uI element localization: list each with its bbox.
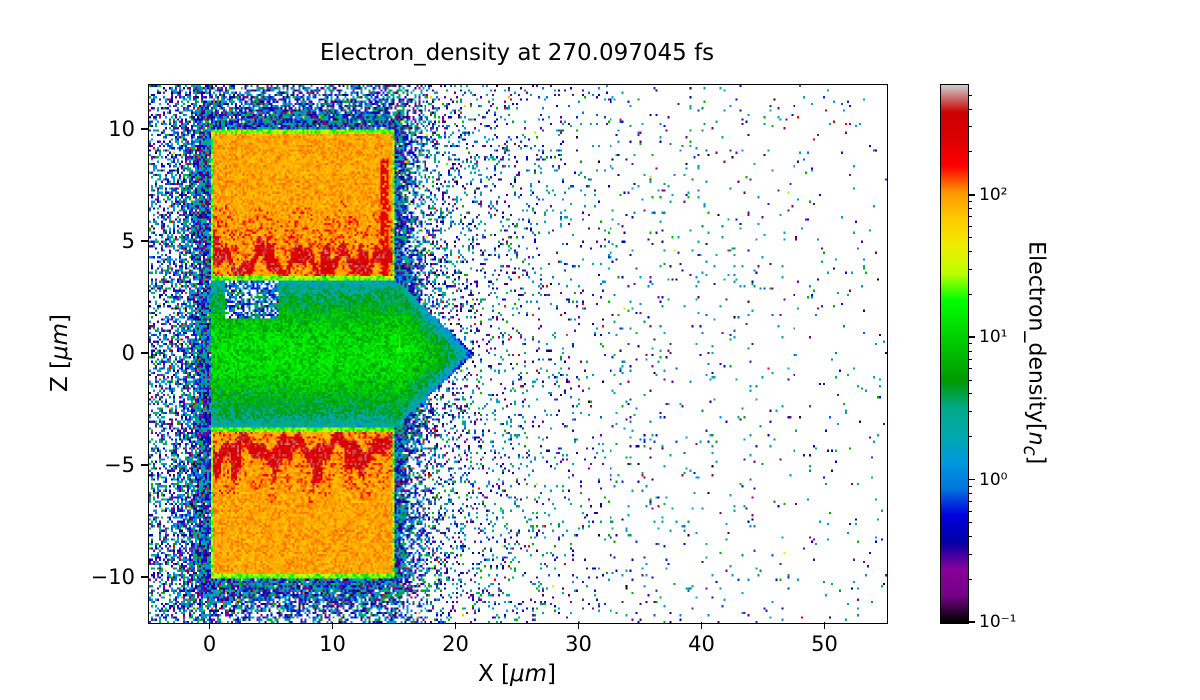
colorbar-tick-label: 10¹ bbox=[979, 327, 1008, 348]
x-axis-label-unit: μm bbox=[510, 661, 548, 687]
colorbar-label-sub: c bbox=[1019, 445, 1041, 456]
y-axis-tick bbox=[141, 240, 148, 242]
colorbar-minor-tick bbox=[968, 436, 972, 438]
colorbar-tick bbox=[968, 478, 975, 481]
colorbar-minor-tick bbox=[968, 553, 972, 555]
colorbar-minor-tick bbox=[968, 237, 972, 239]
x-axis-tick bbox=[700, 622, 703, 629]
x-tick-label: 30 bbox=[565, 632, 592, 656]
colorbar-minor-tick bbox=[968, 108, 972, 110]
colorbar-tick bbox=[968, 336, 975, 338]
x-tick-label: 0 bbox=[202, 632, 217, 656]
x-axis-tick bbox=[577, 622, 580, 629]
colorbar-tick bbox=[968, 621, 975, 623]
plot-title: Electron_density at 270.097045 fs bbox=[319, 40, 715, 66]
x-axis-tick bbox=[454, 622, 457, 629]
colorbar-minor-tick bbox=[968, 501, 972, 503]
heatmap-canvas bbox=[149, 85, 887, 623]
x-axis-tick bbox=[208, 622, 211, 629]
colorbar-label-unit: n bbox=[1023, 431, 1049, 446]
y-axis-label-unit: μm bbox=[47, 322, 74, 360]
x-tick-label: 10 bbox=[319, 632, 346, 656]
x-tick-label: 20 bbox=[442, 632, 469, 656]
colorbar-minor-tick bbox=[968, 368, 972, 370]
colorbar-label-text: Electron_density[nc] bbox=[1019, 241, 1048, 464]
x-axis-tick bbox=[823, 622, 826, 629]
colorbar-label-pre: Electron_density[ bbox=[1023, 241, 1049, 432]
colorbar-label: Electron_density[nc] bbox=[1008, 84, 1060, 622]
colorbar-gradient-canvas bbox=[941, 85, 968, 623]
colorbar-minor-tick bbox=[968, 126, 972, 128]
y-axis-label: Z [μm] bbox=[30, 84, 90, 622]
x-axis-label-pre: X [ bbox=[477, 661, 510, 687]
x-axis-tick bbox=[331, 622, 334, 629]
colorbar-minor-tick bbox=[968, 208, 972, 210]
colorbar-minor-tick bbox=[968, 393, 972, 395]
colorbar-minor-tick bbox=[968, 510, 972, 512]
colorbar-minor-tick bbox=[968, 94, 972, 96]
colorbar-minor-tick bbox=[968, 485, 972, 487]
colorbar-minor-tick bbox=[968, 358, 972, 360]
x-tick-label: 40 bbox=[688, 632, 715, 656]
colorbar-minor-tick bbox=[968, 151, 972, 153]
colorbar-tick-label: 10² bbox=[979, 184, 1008, 205]
colorbar-minor-tick bbox=[968, 379, 972, 381]
colorbar-minor-tick bbox=[968, 350, 972, 352]
colorbar-minor-tick bbox=[968, 216, 972, 218]
y-axis-label-post: ] bbox=[47, 313, 74, 323]
colorbar-minor-tick bbox=[968, 535, 972, 537]
y-axis-tick bbox=[141, 576, 148, 578]
y-axis-tick bbox=[141, 352, 148, 354]
colorbar-minor-tick bbox=[968, 293, 972, 295]
y-tick-label: −10 bbox=[90, 565, 135, 590]
x-axis-label: X [μm] bbox=[148, 661, 886, 687]
y-tick-label: 10 bbox=[108, 116, 135, 141]
colorbar-minor-tick bbox=[968, 268, 972, 270]
colorbar bbox=[940, 84, 969, 624]
colorbar-tick-label: 10⁻¹ bbox=[979, 612, 1017, 632]
y-axis-tick bbox=[141, 464, 148, 466]
y-axis-label-pre: Z [ bbox=[47, 359, 74, 393]
colorbar-tick-label: 10⁰ bbox=[979, 469, 1008, 490]
colorbar-label-post: ] bbox=[1023, 455, 1049, 465]
x-tick-label: 50 bbox=[811, 632, 838, 656]
colorbar-tick bbox=[968, 194, 975, 196]
colorbar-minor-tick bbox=[968, 343, 972, 345]
colorbar-minor-tick bbox=[968, 578, 972, 580]
y-axis-label-text: Z [μm] bbox=[47, 314, 73, 392]
colorbar-minor-tick bbox=[968, 200, 972, 202]
y-axis-tick bbox=[141, 128, 148, 130]
colorbar-minor-tick bbox=[968, 492, 972, 494]
x-axis-label-post: ] bbox=[547, 661, 557, 687]
colorbar-minor-tick bbox=[968, 411, 972, 413]
y-tick-label: 5 bbox=[121, 228, 135, 253]
colorbar-minor-tick bbox=[968, 225, 972, 227]
y-tick-label: 0 bbox=[121, 341, 135, 365]
y-tick-label: −5 bbox=[104, 453, 135, 478]
colorbar-minor-tick bbox=[968, 250, 972, 252]
plot-area bbox=[148, 84, 888, 624]
colorbar-minor-tick bbox=[968, 521, 972, 523]
